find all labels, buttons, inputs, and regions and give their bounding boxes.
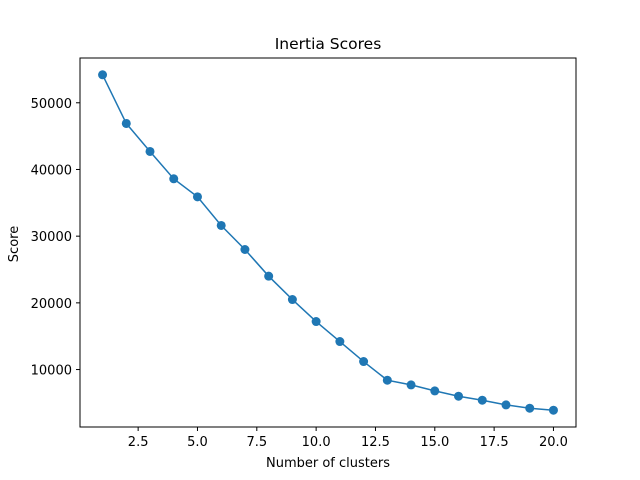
data-point bbox=[192, 192, 202, 202]
x-tick-label: 15.0 bbox=[420, 435, 449, 450]
data-point bbox=[264, 271, 274, 281]
data-point bbox=[359, 357, 369, 367]
y-tick-label: 50000 bbox=[31, 97, 72, 112]
data-point bbox=[145, 146, 155, 156]
plot-frame bbox=[79, 57, 577, 428]
data-point bbox=[477, 395, 487, 405]
x-axis: 2.5 5.0 7.5 10.0 12.5 15.0 17.5 20.0 bbox=[128, 427, 568, 450]
data-point bbox=[287, 295, 297, 305]
data-point bbox=[406, 380, 416, 390]
x-tick-label: 5.0 bbox=[187, 435, 208, 450]
series-layer bbox=[98, 70, 558, 415]
data-point bbox=[335, 337, 345, 347]
x-tick-label: 2.5 bbox=[128, 435, 149, 450]
y-tick-label: 10000 bbox=[31, 364, 72, 379]
data-point bbox=[548, 405, 558, 415]
x-tick-label: 20.0 bbox=[539, 435, 568, 450]
data-point bbox=[525, 403, 535, 413]
data-point bbox=[382, 375, 392, 385]
x-tick-label: 17.5 bbox=[480, 435, 509, 450]
data-point bbox=[121, 118, 131, 128]
chart-title: Inertia Scores bbox=[275, 35, 382, 53]
data-point bbox=[454, 391, 464, 401]
data-point bbox=[240, 245, 250, 255]
data-point bbox=[169, 174, 179, 184]
y-tick-label: 40000 bbox=[31, 163, 72, 178]
data-point bbox=[311, 317, 321, 327]
x-tick-label: 12.5 bbox=[361, 435, 390, 450]
x-tick-label: 10.0 bbox=[302, 435, 331, 450]
data-point bbox=[501, 400, 511, 410]
y-axis: 10000 20000 30000 40000 50000 bbox=[31, 97, 80, 379]
y-axis-title: Score bbox=[7, 226, 22, 262]
y-tick-label: 30000 bbox=[31, 230, 72, 245]
x-axis-title: Number of clusters bbox=[266, 456, 390, 471]
y-tick-label: 20000 bbox=[31, 297, 72, 312]
x-tick-label: 7.5 bbox=[246, 435, 267, 450]
data-point bbox=[430, 386, 440, 396]
data-point bbox=[98, 70, 108, 80]
data-point bbox=[216, 220, 226, 230]
